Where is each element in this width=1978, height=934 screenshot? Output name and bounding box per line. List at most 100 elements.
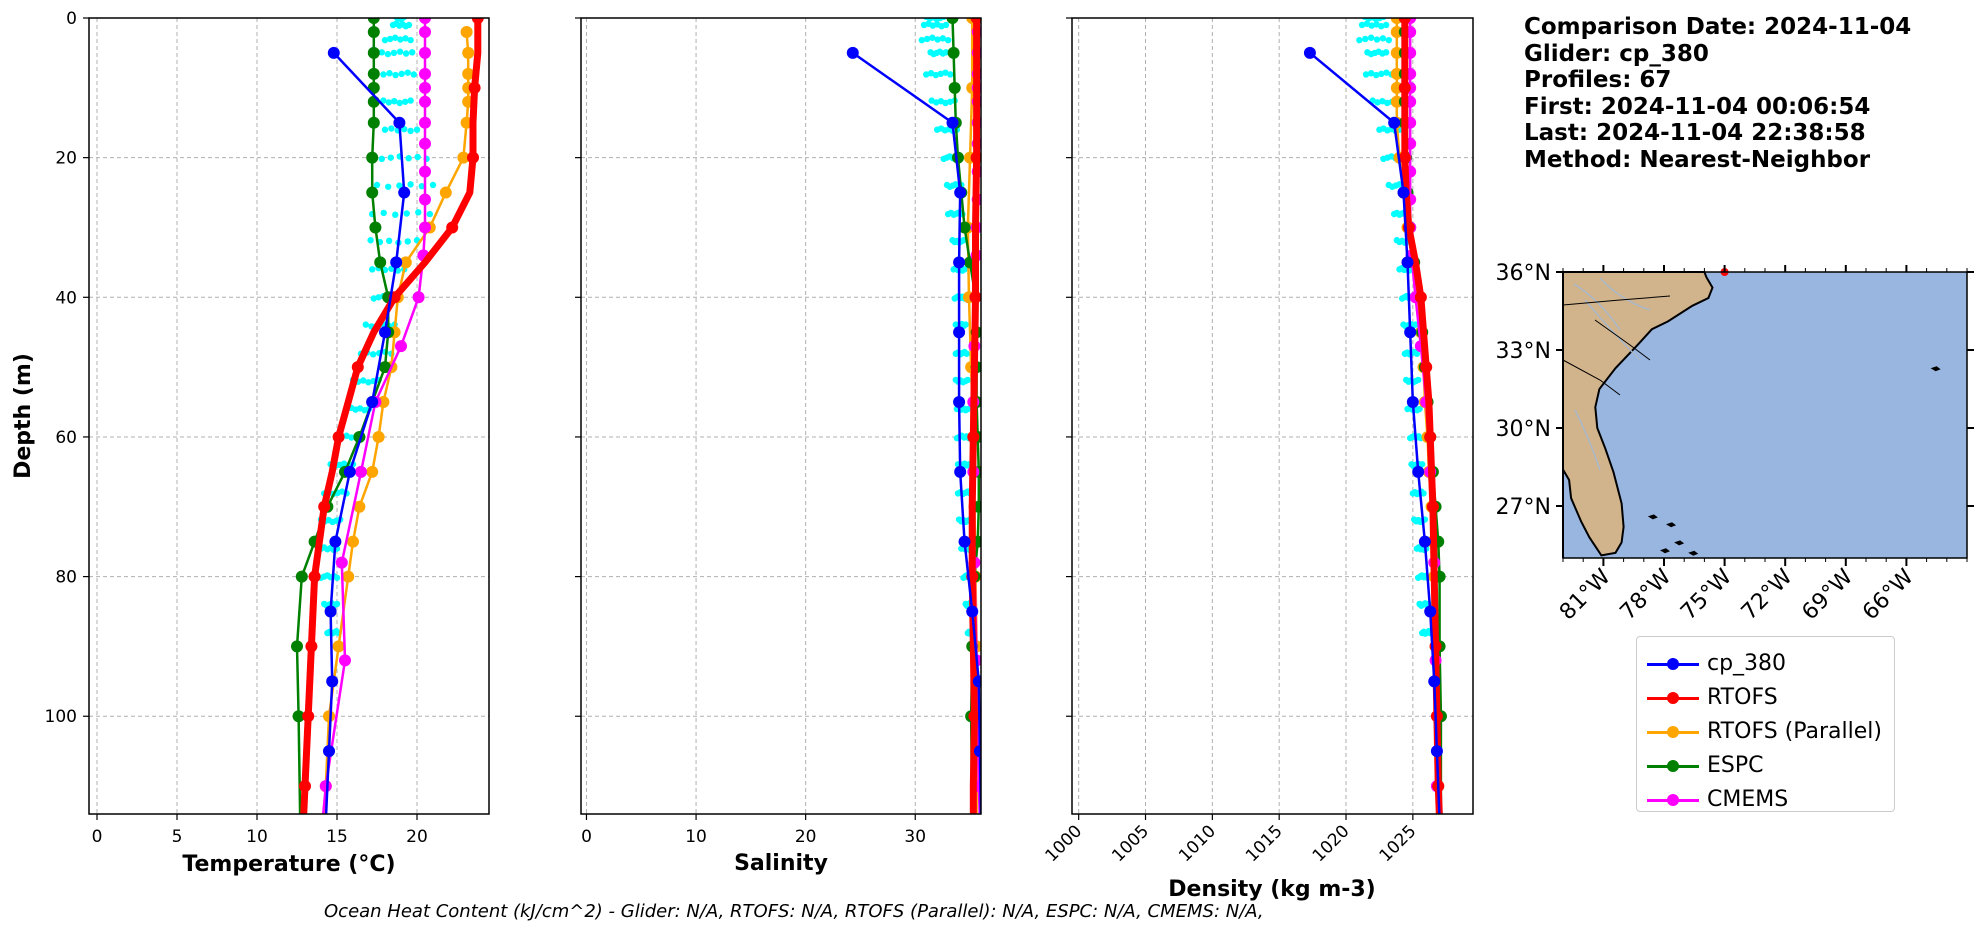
salinity-point-cp380	[953, 396, 966, 409]
temperature-y-tick-label: 0	[66, 9, 77, 29]
temperature-glider-profile-point	[390, 49, 398, 57]
temperature-line-cp380	[324, 52, 406, 814]
temperature-glider-profile-point	[367, 237, 374, 244]
density-x-label: Density (kg m-3)	[1168, 877, 1376, 902]
density-point-rtofs	[1424, 430, 1437, 443]
salinity-glider-profile-point	[942, 69, 949, 76]
temperature-point-cp380	[398, 186, 411, 199]
map-lat-label: 27°N	[1496, 495, 1551, 520]
temperature-glider-profile-point	[403, 210, 410, 217]
density-x-tick-label: 1025	[1376, 821, 1421, 866]
temperature-axes: 0 5 10 15 20 0 20 40 60 80 100	[45, 9, 428, 847]
temperature-glider-profile-point	[360, 377, 367, 384]
method: Method: Nearest-Neighbor	[1524, 146, 1871, 173]
density-x-tick-label: 1010	[1175, 821, 1220, 866]
salinity-point-espc	[966, 815, 978, 827]
density-x-tick-label: 1005	[1108, 821, 1153, 866]
salinity-glider-profile-point	[961, 266, 968, 273]
density-point-rtofs	[1398, 81, 1411, 94]
temperature-glider-profile-point	[386, 70, 393, 77]
density-point-cmems	[1432, 815, 1444, 827]
salinity-axes: 0 10 20 30	[575, 17, 926, 847]
temperature-glider-profile-point	[426, 210, 433, 218]
temperature-point-cmems	[339, 654, 351, 667]
salinity-glider-profile-point	[942, 21, 950, 29]
temperature-glider-profile-point	[380, 209, 387, 217]
density-point-espc	[1435, 815, 1447, 827]
temperature-glider-profile-point	[407, 97, 414, 104]
temperature-point-espc	[374, 256, 387, 269]
temperature-point-cmems	[419, 165, 431, 178]
last-time: Last: 2024-11-04 22:38:58	[1524, 120, 1866, 146]
glider-name: Glider: cp_380	[1524, 40, 1709, 67]
temperature-x-tick-label: 15	[326, 827, 348, 847]
temperature-point-cp380	[324, 605, 337, 618]
density-point-cp380	[1418, 535, 1431, 548]
salinity-glider-profile-point	[964, 376, 972, 384]
temperature-glider-profile-point	[413, 126, 421, 133]
temperature-point-cp380	[390, 256, 403, 269]
map-island	[1666, 522, 1677, 528]
temperature-y-tick-label: 40	[55, 288, 77, 308]
salinity-point-cp380	[954, 186, 967, 199]
temperature-point-espc	[366, 186, 379, 199]
density-glider-profile-point	[1374, 99, 1381, 106]
legend-item-espc: ESPC	[1637, 751, 1894, 785]
legend-item-rtofs: RTOFS	[1637, 683, 1894, 717]
temperature-glider-profile-point	[401, 18, 408, 20]
temperature-glider-profile-point	[375, 294, 382, 301]
density-glider-profile-point	[1383, 69, 1390, 76]
salinity-point-espc	[947, 46, 960, 59]
salinity-point-cmems	[974, 815, 986, 827]
density-glider-profile-point	[1383, 99, 1391, 107]
temperature-point-rtofs-parallel	[462, 46, 475, 59]
temperature-glider-profile-point	[391, 97, 398, 105]
temperature-glider-profile-point	[365, 379, 372, 386]
density-point-rtofs	[1434, 815, 1446, 827]
temperature-glider-profile-point	[407, 181, 414, 188]
density-glider-profile-point	[1413, 350, 1421, 357]
legend-marker-cmems	[1667, 794, 1679, 806]
temperature-point-espc	[367, 95, 380, 108]
density-glider-profile-point	[1362, 35, 1369, 43]
salinity-point-cp380	[958, 535, 971, 548]
salinity-point-cp380	[973, 745, 981, 758]
temperature-point-cmems	[419, 18, 431, 24]
map-island	[1659, 548, 1670, 554]
temperature-glider-profile-point	[333, 600, 341, 608]
density-glider-profile-point	[1367, 70, 1375, 77]
temperature-x-tick-label: 0	[92, 827, 103, 847]
density-point-rtofs	[1420, 361, 1433, 374]
salinity-glider-profile-point	[947, 71, 954, 78]
temperature-point-rtofs-parallel	[323, 710, 335, 723]
density-glider-profile-point	[1379, 97, 1386, 105]
temperature-point-rtofs	[468, 81, 481, 94]
temperature-glider-profile-point	[378, 155, 385, 163]
salinity-point-cp380	[975, 815, 987, 827]
density-point-cp380	[1428, 675, 1441, 688]
density-point-rtofs-parallel	[1434, 815, 1446, 827]
temperature-glider-profile-point	[370, 295, 377, 302]
temperature-glider-profile-point	[373, 181, 381, 189]
temperature-point-rtofs-parallel	[353, 500, 366, 513]
salinity-glider-profile-point	[940, 18, 947, 20]
temperature-point-rtofs	[467, 151, 479, 164]
temperature-point-espc	[367, 116, 380, 129]
salinity-point-cp380	[846, 46, 859, 59]
salinity-glider-profile-point	[942, 49, 950, 56]
temperature-glider-profile-point	[397, 36, 404, 43]
temperature-glider-profile-point	[410, 71, 417, 78]
map-lon-label: 72°W	[1737, 564, 1798, 625]
temperature-point-rtofs	[351, 361, 364, 374]
salinity-point-cp380	[953, 256, 966, 269]
density-point-cp380	[1401, 256, 1414, 269]
temperature-point-rtofs	[446, 221, 459, 234]
temperature-glider-profile-point	[380, 71, 387, 78]
map-land	[1562, 271, 1714, 558]
temperature-point-cp380	[379, 326, 391, 339]
density-panel: 1000 1005 1010 1015 1020 1025 Density (kg m-3…	[1041, 17, 1474, 902]
temperature-point-cmems	[419, 25, 431, 38]
salinity-point-cp380	[954, 465, 967, 478]
map-island	[1647, 514, 1658, 520]
salinity-x-tick-label: 10	[685, 827, 707, 847]
